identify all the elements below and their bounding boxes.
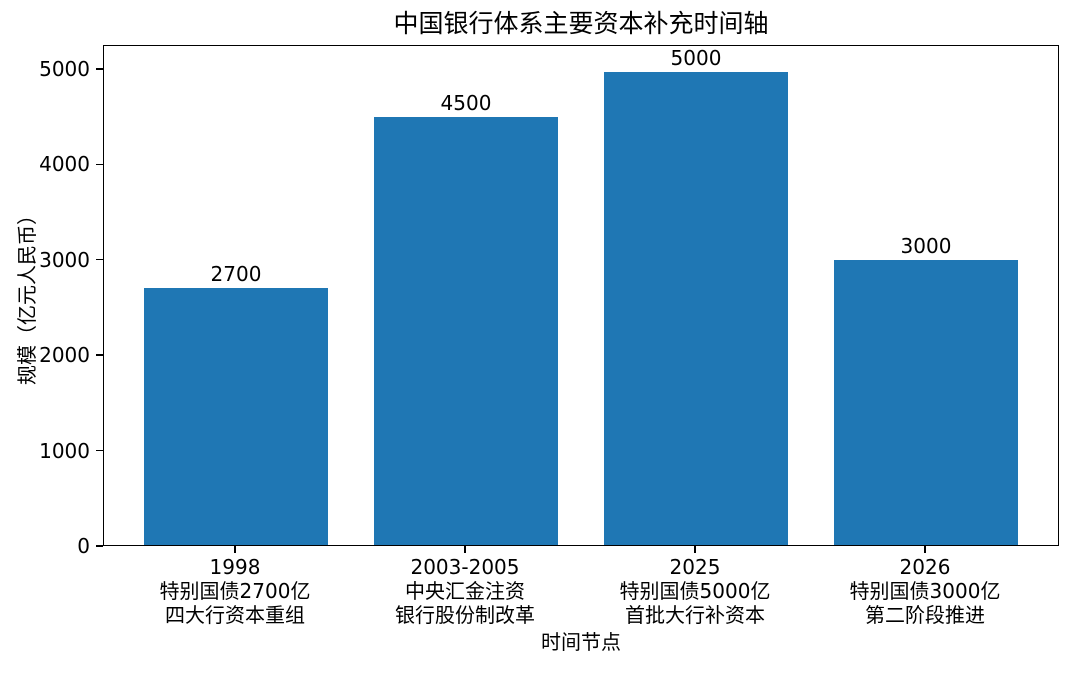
x-tick-label: 2025 特别国债5000亿 首批大行补资本 <box>619 555 771 627</box>
y-tick-label: 2000 <box>39 343 90 368</box>
x-tick-label: 1998 特别国债2700亿 四大行资本重组 <box>159 555 311 627</box>
x-tick-label: 2003-2005 中央汇金注资 银行股份制改革 <box>395 555 535 627</box>
bar-group: 5000 <box>581 46 811 545</box>
x-tick-mark <box>924 546 926 553</box>
y-tick-label: 4000 <box>39 152 90 177</box>
bar-value-label: 5000 <box>670 46 722 70</box>
bar-value-label: 3000 <box>900 233 952 258</box>
y-tick-label: 1000 <box>39 438 90 463</box>
y-tick-mark <box>96 449 103 452</box>
y-tick-mark <box>96 354 103 356</box>
x-tick-mark <box>694 546 696 553</box>
y-tick-mark <box>96 163 103 166</box>
x-tick-mark <box>464 546 466 553</box>
bar <box>834 259 1018 545</box>
plot-area: 2700 4500 5000 3000 <box>103 45 1059 546</box>
x-axis-label: 时间节点 <box>541 630 621 654</box>
bar <box>374 117 558 545</box>
bar <box>604 72 788 545</box>
y-tick-label: 0 <box>77 534 90 558</box>
y-tick-label: 3000 <box>39 247 90 272</box>
bar-group: 2700 <box>121 46 351 545</box>
y-tick-label: 5000 <box>39 56 90 81</box>
chart-title: 中国银行体系主要资本补充时间轴 <box>393 9 769 38</box>
y-tick-mark <box>96 545 103 547</box>
bars-layer: 2700 4500 5000 3000 <box>104 46 1058 545</box>
bar-group: 3000 <box>811 46 1041 545</box>
x-tick-mark <box>234 546 236 553</box>
y-tick-mark <box>96 68 103 70</box>
bar-value-label: 2700 <box>210 262 262 287</box>
y-tick-mark <box>96 258 103 261</box>
x-tick-label: 2026 特别国债3000亿 第二阶段推进 <box>849 555 1001 627</box>
bar <box>144 288 328 545</box>
bar-value-label: 4500 <box>440 91 492 116</box>
bar-group: 4500 <box>351 46 581 545</box>
